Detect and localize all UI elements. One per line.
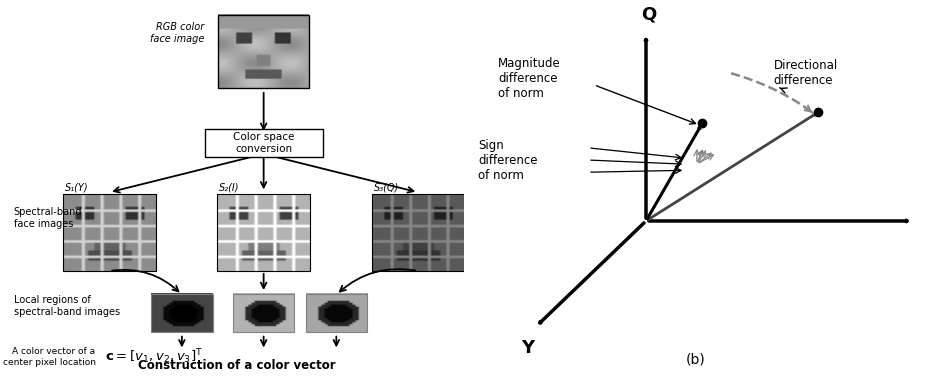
Text: Color space
conversion: Color space conversion bbox=[233, 132, 295, 154]
Text: Q: Q bbox=[641, 6, 656, 24]
Bar bbox=[218, 15, 309, 88]
Bar bbox=[63, 194, 156, 271]
Bar bbox=[306, 294, 367, 332]
Text: Sign
difference
of norm: Sign difference of norm bbox=[478, 139, 538, 181]
Bar bbox=[233, 294, 294, 332]
Text: Local regions of
spectral-band images: Local regions of spectral-band images bbox=[14, 295, 120, 317]
Text: Y: Y bbox=[521, 339, 534, 357]
FancyBboxPatch shape bbox=[205, 129, 323, 157]
Bar bbox=[217, 194, 311, 271]
Text: Spectral-band
face images: Spectral-band face images bbox=[14, 207, 83, 229]
Text: $\mathbf{c} = [v_1, v_2, v_3]^\mathrm{T}$: $\mathbf{c} = [v_1, v_2, v_3]^\mathrm{T}… bbox=[105, 347, 203, 366]
Text: Directional
difference: Directional difference bbox=[773, 59, 838, 86]
Text: Magnitude
difference
of norm: Magnitude difference of norm bbox=[499, 57, 561, 100]
Text: S₂(I): S₂(I) bbox=[220, 182, 240, 192]
Text: Construction of a color vector: Construction of a color vector bbox=[137, 359, 336, 371]
Text: RGB color
face image: RGB color face image bbox=[150, 22, 205, 44]
Text: S₃(Q): S₃(Q) bbox=[374, 182, 399, 192]
Text: A color vector of a
center pixel location: A color vector of a center pixel locatio… bbox=[3, 347, 95, 367]
Text: (b): (b) bbox=[685, 352, 705, 366]
Bar bbox=[372, 194, 464, 271]
Text: S₁(Y): S₁(Y) bbox=[65, 182, 89, 192]
Bar bbox=[151, 294, 212, 332]
